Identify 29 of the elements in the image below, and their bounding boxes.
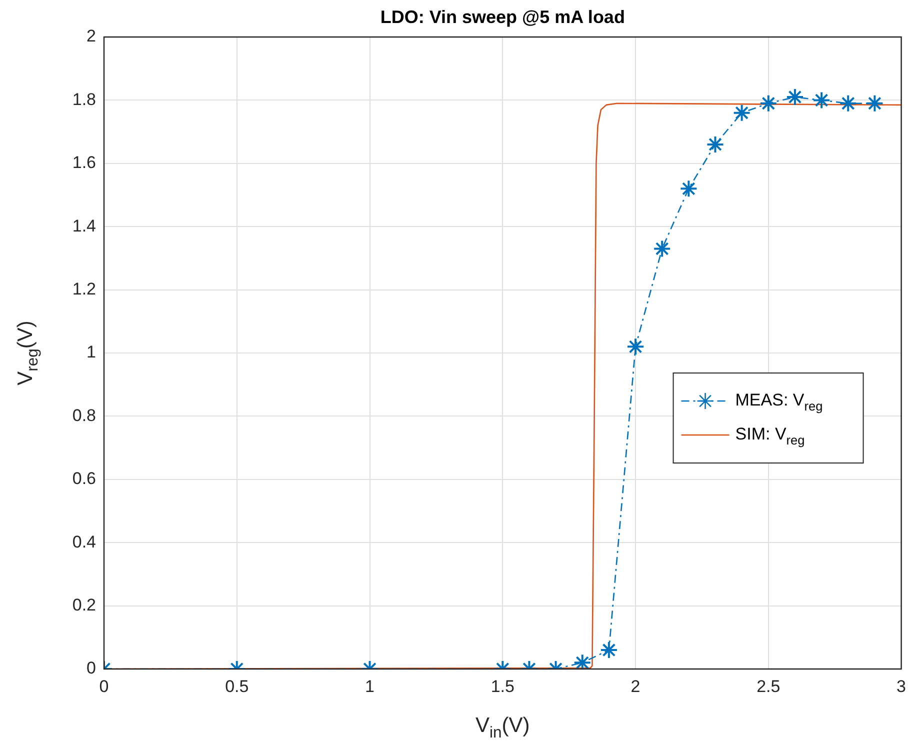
y-tick-label: 0.4 [72, 532, 96, 552]
y-tick-label: 1 [86, 342, 96, 362]
point [732, 104, 751, 122]
x-tick-label: 0.5 [225, 676, 249, 696]
x-tick-label: 0 [99, 676, 109, 696]
point [653, 240, 672, 258]
x-tick-label: 1 [365, 676, 374, 696]
point [680, 180, 698, 198]
x-tick-label: 3 [896, 676, 906, 696]
point [839, 94, 858, 112]
y-tick-label: 0 [86, 658, 96, 678]
point [706, 135, 724, 154]
y-axis-title: Vreg(V) [14, 320, 42, 386]
point [759, 94, 778, 112]
y-tick-label: 1.6 [72, 153, 96, 172]
y-tick-label: 2 [86, 26, 96, 46]
y-tick-label: 0.8 [72, 406, 96, 425]
point [786, 88, 804, 106]
x-tick-label: 2.5 [756, 676, 780, 696]
y-tick-label: 1.4 [72, 216, 96, 236]
y-tick-label: 1.8 [72, 90, 96, 109]
y-tick-label: 1.2 [72, 279, 96, 298]
point [866, 94, 884, 112]
x-tick-label: 2 [630, 676, 640, 696]
y-tick-label: 0.6 [72, 469, 96, 488]
x-tick-label: 1.5 [490, 676, 514, 696]
point [812, 91, 831, 110]
chart-title: LDO: Vin sweep @5 mA load [380, 6, 625, 27]
y-tick-label: 0.2 [72, 595, 96, 614]
